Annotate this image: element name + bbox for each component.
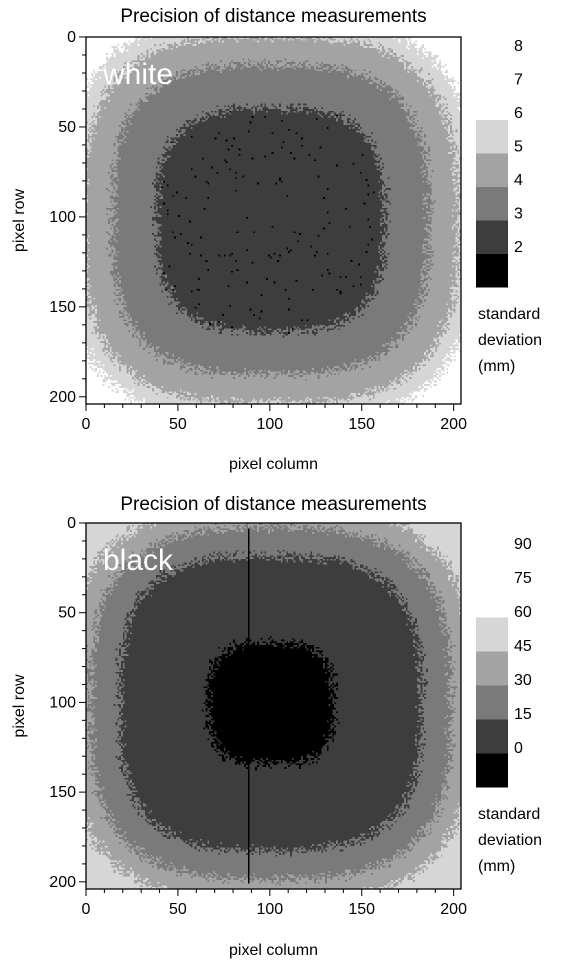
colorbar-label: 45: [514, 638, 532, 655]
y-tick-label: 0: [67, 29, 76, 46]
colorbar-label: 2: [514, 239, 523, 256]
colorbar-label: 7: [514, 72, 523, 89]
chart-panel-black: Precision of distance measurements black 0…: [11, 494, 542, 959]
colorbar-label: 3: [514, 206, 523, 223]
plot-frame: [85, 522, 462, 890]
x-tick-label: 100: [256, 416, 283, 433]
colorbar-segment: [476, 253, 508, 288]
x-tick-label: 200: [440, 901, 467, 918]
colorbar-segment: [476, 86, 508, 120]
overlay-label: black: [103, 544, 174, 577]
x-axis-label: pixel column: [229, 942, 318, 959]
colorbar-label: 60: [514, 604, 532, 621]
y-tick-label: 50: [58, 605, 76, 622]
colorbar-title-line: deviation: [478, 832, 542, 849]
chart-panel-white: Precision of distance measurements white 0…: [11, 6, 542, 473]
x-tick-label: 100: [256, 901, 283, 918]
y-axis-label: pixel row: [11, 188, 28, 252]
chart-title: Precision of distance measurements: [120, 494, 426, 515]
colorbar-label: 8: [514, 38, 523, 55]
y-tick-label: 50: [58, 119, 76, 136]
colorbar-label: 90: [514, 536, 532, 553]
y-tick-label: 100: [49, 694, 76, 711]
colorbar-segment: [476, 583, 508, 618]
y-tick-label: 200: [49, 874, 76, 891]
colorbar-segment: [476, 719, 508, 754]
x-axis-label: pixel column: [229, 456, 318, 473]
x-tick-label: 150: [348, 901, 375, 918]
heatmap-image: [86, 523, 461, 889]
y-tick-label: 100: [49, 209, 76, 226]
colorbar-segment: [476, 753, 508, 788]
x-tick-label: 50: [169, 901, 187, 918]
colorbar-segment: [476, 119, 508, 154]
colorbar-label: 5: [514, 139, 523, 156]
overlay-label: white: [102, 58, 173, 91]
colorbar-title-line: standard: [478, 806, 540, 823]
colorbar-title-line: (mm): [478, 358, 515, 375]
y-tick-label: 200: [49, 389, 76, 406]
x-tick-label: 200: [440, 416, 467, 433]
colorbar-title-line: standard: [478, 306, 540, 323]
x-tick-label: 50: [169, 416, 187, 433]
colorbar-segment: [476, 685, 508, 720]
colorbar-segment: [476, 153, 508, 187]
colorbar-segment: [476, 220, 508, 254]
x-tick-label: 0: [82, 901, 91, 918]
chart-title: Precision of distance measurements: [120, 6, 426, 27]
colorbar-label: 15: [514, 706, 532, 723]
colorbar-segment: [476, 651, 508, 686]
y-tick-label: 150: [49, 299, 76, 316]
x-tick-label: 150: [348, 416, 375, 433]
y-axis-label: pixel row: [11, 674, 28, 738]
x-tick-label: 0: [82, 416, 91, 433]
plot-frame: [85, 36, 462, 405]
y-tick-label: 150: [49, 784, 76, 801]
y-tick-label: 0: [67, 515, 76, 532]
colorbar-label: 4: [514, 172, 523, 189]
heatmap-image: [86, 37, 461, 404]
colorbar-label: 6: [514, 105, 523, 122]
colorbar-segment: [476, 617, 508, 652]
colorbar-segment: [476, 186, 508, 221]
colorbar-label: 75: [514, 570, 532, 587]
colorbar-title-line: deviation: [478, 332, 542, 349]
colorbar-label: 0: [514, 740, 523, 757]
colorbar-label: 30: [514, 672, 532, 689]
colorbar-title-line: (mm): [478, 858, 515, 875]
